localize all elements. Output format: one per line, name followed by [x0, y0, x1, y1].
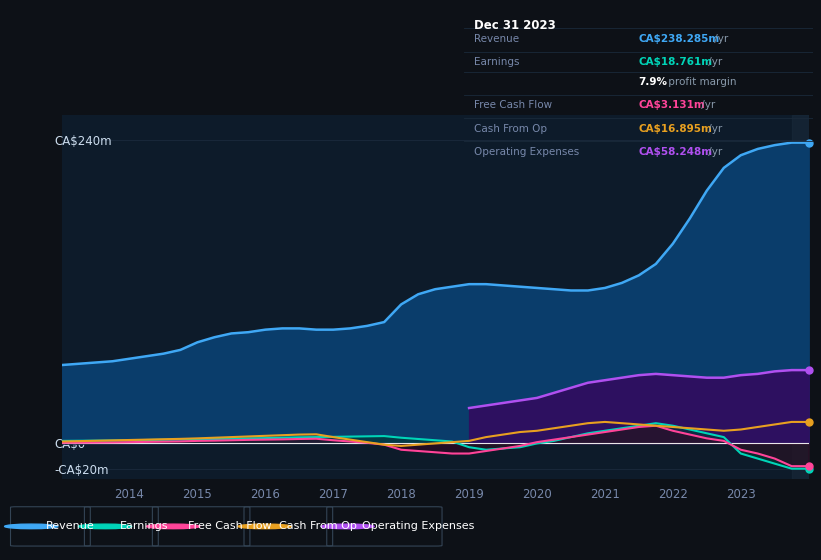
Text: profit margin: profit margin [665, 77, 736, 87]
Text: Dec 31 2023: Dec 31 2023 [475, 19, 556, 32]
Text: /yr: /yr [711, 34, 728, 44]
Text: Revenue: Revenue [46, 521, 94, 531]
Text: CA$3.131m: CA$3.131m [639, 100, 705, 110]
Circle shape [79, 524, 131, 529]
Text: Free Cash Flow: Free Cash Flow [188, 521, 272, 531]
Text: /yr: /yr [704, 147, 722, 157]
Text: Earnings: Earnings [120, 521, 168, 531]
Text: Operating Expenses: Operating Expenses [362, 521, 475, 531]
Circle shape [238, 524, 291, 529]
Circle shape [321, 524, 374, 529]
Circle shape [146, 524, 200, 529]
Text: /yr: /yr [698, 100, 715, 110]
Text: CA$16.895m: CA$16.895m [639, 124, 712, 133]
Text: Cash From Op: Cash From Op [279, 521, 357, 531]
Text: Cash From Op: Cash From Op [475, 124, 548, 133]
Text: Free Cash Flow: Free Cash Flow [475, 100, 553, 110]
Text: CA$58.248m: CA$58.248m [639, 147, 713, 157]
Text: /yr: /yr [704, 57, 722, 67]
Bar [791, 115, 809, 479]
Text: Revenue: Revenue [475, 34, 520, 44]
Text: Operating Expenses: Operating Expenses [475, 147, 580, 157]
Circle shape [5, 524, 57, 529]
Text: CA$18.761m: CA$18.761m [639, 57, 713, 67]
Text: /yr: /yr [704, 124, 722, 133]
Text: 7.9%: 7.9% [639, 77, 667, 87]
Text: CA$238.285m: CA$238.285m [639, 34, 719, 44]
Text: Earnings: Earnings [475, 57, 520, 67]
